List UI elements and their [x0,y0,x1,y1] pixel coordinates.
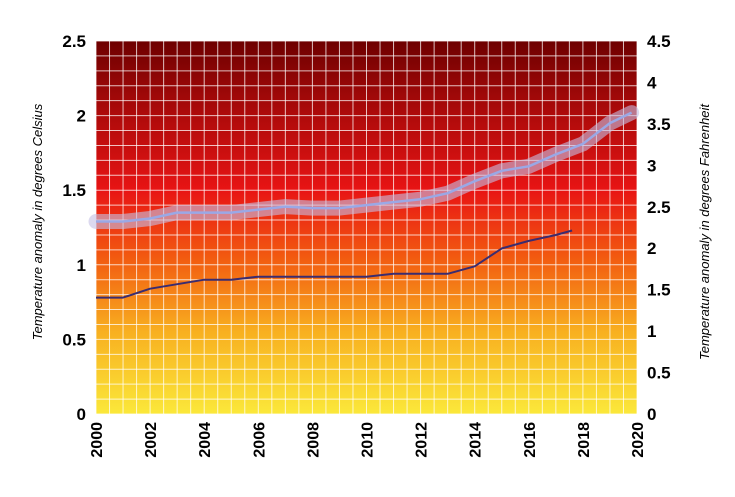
series-layer [88,105,640,299]
y-tick-label-right: 4 [647,73,657,92]
right-axis-title: Temperature anomaly in degrees Fahrenhei… [697,103,712,360]
grid-lines [95,40,638,415]
left-axis-ticks: 0 0.5 1 1.5 2 2.5 [62,32,86,424]
x-tick-label: 2020 [630,422,647,458]
y-tick-label-right: 2.5 [647,198,671,217]
x-tick-label: 2008 [305,422,322,458]
series-lower-line [96,229,573,299]
y-tick-label-left: 1 [77,256,86,275]
x-tick-label: 2010 [360,422,377,458]
x-tick-label: 2004 [197,422,214,458]
x-tick-label: 2018 [576,422,593,458]
x-tick-label: 2006 [251,422,268,458]
y-tick-label-left: 1.5 [62,181,86,200]
y-tick-label-right: 2 [647,239,656,258]
right-axis-ticks: 0 0.5 1 1.5 2 2.5 3 3.5 4 4.5 [647,32,671,424]
y-tick-label-right: 4.5 [647,32,671,51]
x-tick-label: 2000 [89,422,106,458]
y-tick-label-right: 0.5 [647,364,671,383]
y-tick-label-right: 3.5 [647,115,671,134]
y-tick-label-left: 0.5 [62,330,86,349]
y-tick-label-left: 2.5 [62,32,86,51]
x-tick-label: 2012 [414,422,431,458]
y-tick-label-right: 1 [647,322,656,341]
series-upper-line [96,111,633,223]
y-tick-label-left: 0 [77,405,86,424]
y-tick-label-right: 1.5 [647,281,671,300]
y-tick-label-right: 0 [647,405,656,424]
y-tick-label-left: 2 [77,107,86,126]
x-tick-label: 2002 [143,422,160,458]
x-tick-label: 2016 [522,422,539,458]
x-axis-ticks: 2000 2002 2004 2006 2008 2010 2012 2014 2016 2018… [89,422,647,458]
left-axis-title: Temperature anomaly in degrees Celsius [30,103,45,340]
y-tick-label-right: 3 [647,156,656,175]
x-tick-label: 2014 [468,422,485,458]
